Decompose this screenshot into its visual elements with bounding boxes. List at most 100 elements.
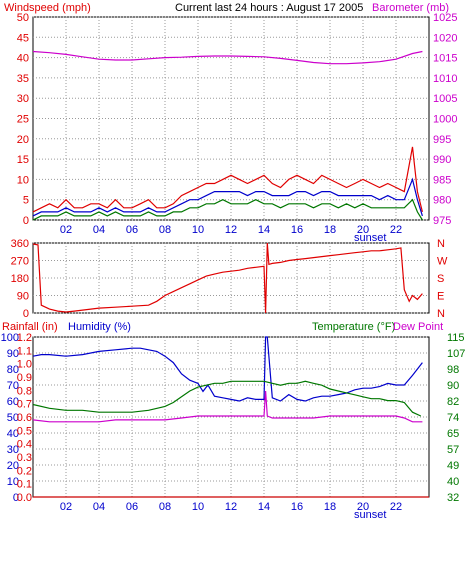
windspeed-tick-label: 45 [17, 32, 29, 44]
rainfall-tick-label: 1.0 [17, 359, 32, 371]
rainfall-tick-label: 0.5 [17, 425, 32, 437]
x-tick-label: 22 [390, 501, 402, 513]
windspeed-tick-label: 5 [23, 195, 29, 207]
windspeed-tick-label: 10 [17, 174, 29, 186]
barometer-tick-label: 980 [433, 195, 451, 207]
x-tick-label: 02 [60, 501, 72, 513]
compass-tick-label: W [437, 256, 448, 268]
humidity-tick-label: 80 [7, 364, 19, 376]
barometer-tick-label: 1005 [433, 93, 457, 105]
compass-tick-label: N [437, 238, 445, 250]
windspeed-gust-line [32, 146, 423, 213]
rainfall-axis-label: Rainfall (in) [2, 321, 58, 333]
barometer-tick-label: 1015 [433, 53, 457, 65]
humidity-tick-label: 10 [7, 476, 19, 488]
temperature-tick-label: 107 [447, 348, 465, 360]
chart-title: Current last 24 hours : August 17 2005 [175, 2, 363, 14]
barometer-tick-label: 1010 [433, 73, 457, 85]
windspeed-average-line [32, 177, 423, 217]
x-tick-label: 02 [60, 224, 72, 236]
x-tick-label: 04 [93, 224, 105, 236]
temperature-line [32, 380, 422, 417]
humidity-tick-label: 90 [7, 348, 19, 360]
temperature-tick-label: 40 [447, 476, 459, 488]
barometer-tick-label: 1000 [433, 114, 457, 126]
x-tick-label: 14 [258, 224, 270, 236]
x-tick-label: 16 [291, 224, 303, 236]
temperature-tick-label: 90 [447, 380, 459, 392]
temperature-tick-label: 49 [447, 460, 459, 472]
x-tick-label: 08 [159, 501, 171, 513]
humidity-tick-label: 60 [7, 396, 19, 408]
temperature-axis-label: Temperature (°F) [312, 321, 395, 333]
barometer-tick-label: 1025 [433, 12, 457, 24]
rainfall-tick-label: 0.3 [17, 452, 32, 464]
sunset-label-1: sunset [354, 232, 386, 244]
rainfall-tick-label: 0.1 [17, 479, 32, 491]
rainfall-tick-label: 0.2 [17, 465, 32, 477]
x-tick-label: 20 [357, 224, 369, 236]
humidity-tick-label: 30 [7, 444, 19, 456]
direction-tick-label: 0 [23, 308, 29, 320]
temperature-tick-label: 82 [447, 396, 459, 408]
humidity-tick-label: 20 [7, 460, 19, 472]
x-tick-label: 14 [258, 501, 270, 513]
windspeed-tick-label: 25 [17, 114, 29, 126]
compass-tick-label: E [437, 291, 444, 303]
temperature-tick-label: 32 [447, 492, 459, 504]
windspeed-tick-label: 0 [23, 215, 29, 227]
x-tick-label: 18 [324, 224, 336, 236]
humidity-temperature-panel: Rainfall (in) Humidity (%) Temperature (… [1, 321, 466, 521]
windspeed-tick-label: 40 [17, 53, 29, 65]
dewpoint-axis-label: Dew Point [393, 321, 443, 333]
x-tick-label: 12 [225, 224, 237, 236]
direction-tick-label: 90 [17, 291, 29, 303]
barometer-line [32, 50, 423, 65]
barometer-tick-label: 985 [433, 174, 451, 186]
x-tick-label: 16 [291, 501, 303, 513]
x-tick-label: 08 [159, 224, 171, 236]
direction-tick-label: 270 [11, 256, 29, 268]
rainfall-tick-label: 1.1 [17, 345, 32, 357]
windspeed-low-line [32, 198, 423, 221]
windspeed-tick-label: 35 [17, 73, 29, 85]
rainfall-tick-label: 0.9 [17, 372, 32, 384]
x-tick-label: 10 [192, 224, 204, 236]
barometer-tick-label: 1020 [433, 32, 457, 44]
humidity-axis-label: Humidity (%) [68, 321, 131, 333]
rainfall-tick-label: 0.7 [17, 399, 32, 411]
dewpoint-line [32, 390, 423, 423]
rainfall-tick-label: 0.4 [17, 439, 32, 451]
rainfall-tick-label: 1.2 [17, 332, 32, 344]
temperature-tick-label: 98 [447, 364, 459, 376]
sunset-label-3: sunset [354, 509, 386, 521]
humidity-tick-label: 100 [1, 332, 19, 344]
x-tick-label: 04 [93, 501, 105, 513]
direction-tick-label: 360 [11, 238, 29, 250]
windspeed-tick-label: 15 [17, 154, 29, 166]
temperature-tick-label: 65 [447, 428, 459, 440]
rainfall-tick-label: 0.0 [17, 492, 32, 504]
x-tick-label: 10 [192, 501, 204, 513]
x-tick-label: 20 [357, 501, 369, 513]
x-tick-label: 22 [390, 224, 402, 236]
windspeed-axis-label: Windspeed (mph) [4, 2, 91, 14]
windspeed-tick-label: 30 [17, 93, 29, 105]
temperature-tick-label: 74 [447, 412, 459, 424]
barometer-tick-label: 975 [433, 215, 451, 227]
direction-tick-label: 180 [11, 273, 29, 285]
humidity-tick-label: 40 [7, 428, 19, 440]
wind-barometer-panel: Windspeed (mph) Current last 24 hours : … [4, 2, 457, 244]
humidity-tick-label: 50 [7, 412, 19, 424]
humidity-tick-label: 0 [13, 492, 19, 504]
compass-tick-label: S [437, 273, 444, 285]
rainfall-tick-label: 0.6 [17, 412, 32, 424]
windspeed-tick-label: 20 [17, 134, 29, 146]
temperature-tick-label: 115 [447, 332, 465, 344]
compass-tick-label: N [437, 308, 445, 320]
x-tick-label: 06 [126, 501, 138, 513]
x-tick-label: 06 [126, 224, 138, 236]
wind-direction-line [32, 242, 423, 314]
barometer-tick-label: 990 [433, 154, 451, 166]
